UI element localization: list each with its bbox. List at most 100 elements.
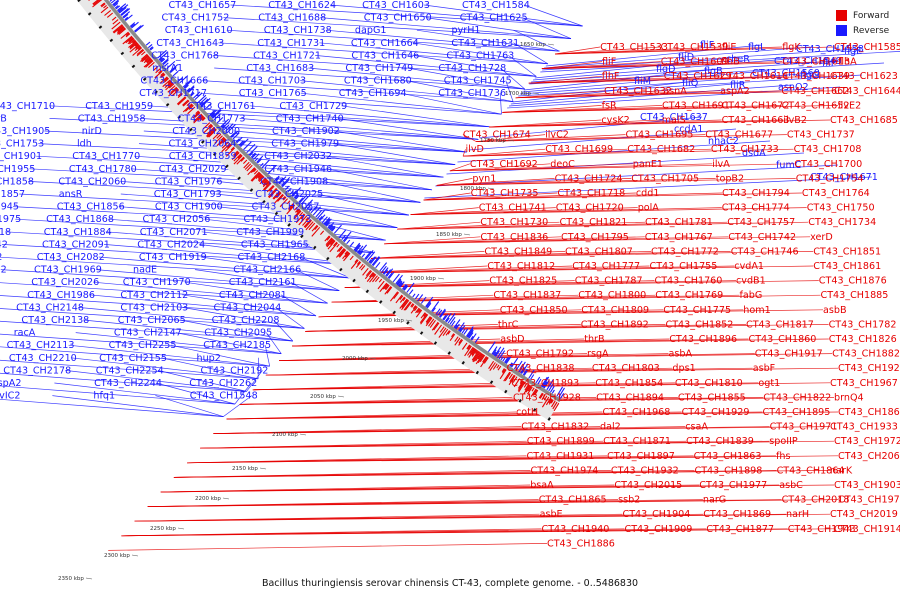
forward-gene-label: ilvE2 <box>838 100 861 111</box>
forward-gene-label: CT43_CH1864 <box>777 465 845 476</box>
reverse-leader-line <box>295 269 340 291</box>
forward-gene-label: CT43_CH1772 <box>651 246 719 257</box>
reverse-gene-label: CT43_CH1549 <box>774 56 842 67</box>
reverse-swatch <box>836 25 847 36</box>
reverse-leader-line <box>213 55 537 77</box>
forward-gene-label: CT43_CH1755 <box>650 261 718 272</box>
forward-gene-label: CT43_CH1927 <box>838 363 900 374</box>
reverse-leader-line <box>157 370 247 392</box>
reverse-leader-line <box>83 319 293 342</box>
forward-leader-line <box>410 207 807 215</box>
reverse-gene-label: hfq1 <box>93 391 115 402</box>
reverse-gene-label: CT43_CH1902 <box>272 126 340 137</box>
reverse-leader-line <box>513 42 549 65</box>
forward-gene-label: dps1 <box>672 363 695 374</box>
forward-leader-line <box>108 543 548 551</box>
forward-leader-line <box>462 148 546 157</box>
forward-gene-label: CT43_CH1865 <box>539 495 607 506</box>
reverse-gene-label: CT43_CH1901 <box>0 151 42 162</box>
forward-gene-label: CT43_CH1977 <box>699 480 767 491</box>
reverse-gene-label: CT43_CH1680 <box>344 76 412 87</box>
reverse-leader-line <box>179 319 293 342</box>
reverse-gene-label: flgD <box>656 64 676 75</box>
forward-gene-label: CT43_CH1817 <box>746 319 814 330</box>
forward-gene-label: CT43_CH1682 <box>627 144 695 155</box>
forward-gene-label: CT43_CH1892 <box>581 319 649 330</box>
reverse-leader-line <box>499 93 502 115</box>
reverse-gene-label: CT43_CH1773 <box>178 113 246 124</box>
forward-gene-label: cysK2 <box>601 115 629 126</box>
forward-gene-label: CT43_CH1863 <box>694 451 762 462</box>
forward-leader-line <box>370 251 566 259</box>
reverse-gene-label: CT43_CH1768 <box>151 50 219 61</box>
reverse-gene-label: fliP <box>822 58 837 69</box>
reverse-gene-label: CT43_CH1976 <box>155 176 223 187</box>
reverse-gene-label: CT43_CH1958 <box>78 113 146 124</box>
reverse-gene-label: CT43_CH1664 <box>351 38 419 49</box>
reverse-leader-line <box>13 206 398 228</box>
reverse-gene-label: CT43_CH2022 <box>0 265 7 276</box>
reverse-gene-label: CT43_CH2208 <box>212 315 280 326</box>
forward-gene-label: CT43_CH1733 <box>711 144 779 155</box>
reverse-leader-line <box>457 140 771 163</box>
forward-gene-label: CT43_CH1914 <box>834 524 900 535</box>
kbp-tick-label: 1750 kbp <box>480 138 506 144</box>
forward-gene-label: asbB <box>823 305 847 316</box>
forward-leader-line <box>462 148 628 157</box>
reverse-leader-line <box>200 256 351 279</box>
reverse-leader-line <box>0 308 305 329</box>
reverse-leader-line <box>1 244 363 266</box>
forward-gene-label: CT43_CH1609 <box>661 57 729 68</box>
forward-leader-line <box>476 134 546 142</box>
forward-leader-line <box>476 134 787 142</box>
forward-gene-label: CT43_CH1897 <box>607 451 675 462</box>
reverse-gene-label: CT43_CH1703 <box>238 76 306 87</box>
reverse-leader-line <box>322 181 421 203</box>
reverse-leader-line <box>523 4 583 27</box>
forward-gene-label: CT43_CH1837 <box>493 290 561 301</box>
legend-reverse: Reverse <box>836 23 889 38</box>
reverse-gene-label: CT43_CH1671 <box>810 172 878 183</box>
forward-gene-label: flhA <box>838 57 857 68</box>
forward-gene-label: CT43_CH1644 <box>834 86 900 97</box>
map-caption: Bacillus thuringiensis serovar chinensis… <box>261 578 639 589</box>
reverse-leader-line <box>234 382 252 405</box>
reverse-leader-line <box>266 332 282 354</box>
reverse-gene-labels: CT43_CH1657 CT43_CH1624 CT43_CH1603 CT43_CH… <box>0 0 878 402</box>
reverse-leader-line <box>184 281 328 304</box>
reverse-gene-label: cheR <box>726 54 750 65</box>
reverse-leader-line <box>333 130 467 153</box>
reverse-leader-line <box>0 346 270 367</box>
forward-gene-label: CT43_CH1943 <box>788 524 856 535</box>
forward-gene-label: CT43_CH1781 <box>645 217 713 228</box>
reverse-gene-label: CT43_CH1858 <box>0 176 34 187</box>
reverse-leader-line <box>249 105 490 128</box>
forward-gene-label: asbD <box>500 334 524 345</box>
forward-gene-label: polA <box>638 203 660 214</box>
kbp-tick-mark <box>222 497 230 500</box>
forward-gene-label: CT43_CH1663 <box>722 115 790 126</box>
kbp-tick-label: 1950 kbp <box>378 318 404 324</box>
kbp-ticks: 1650 kbp 1700 kbp 1750 kbp 1800 kbp 1850 kbp… <box>58 42 555 582</box>
reverse-gene-label: CT43_CH2032 <box>264 151 332 162</box>
forward-swatch <box>836 10 847 21</box>
forward-gene-label: CT43_CH1782 <box>829 319 897 330</box>
reverse-leader-line <box>315 55 537 77</box>
forward-gene-label: CT43_CH1767 <box>645 232 713 243</box>
kbp-tick-label: 2200 kbp <box>195 496 221 502</box>
reverse-leader-line <box>68 344 270 367</box>
reverse-leader-line <box>280 294 317 317</box>
forward-gene-label: CT43_CH1903 <box>834 480 900 491</box>
reverse-gene-label: CT43_CH2147 <box>114 328 182 339</box>
forward-leader-line <box>436 178 632 186</box>
reverse-leader-line <box>290 281 328 304</box>
reverse-gene-label: fliF <box>700 40 714 51</box>
forward-gene-label: cvdB1 <box>736 276 766 287</box>
reverse-gene-label: CT43_CH2185 <box>203 340 271 351</box>
reverse-gene-label: pyrH1 <box>452 25 481 36</box>
reverse-leader-line <box>317 193 409 216</box>
reverse-gene-label: CT43_CH1631 <box>451 38 519 49</box>
reverse-leader-line <box>54 382 235 405</box>
kbp-tick-label: 2000 kbp <box>342 356 368 362</box>
reverse-gene-label: CT43_CH1683 <box>246 63 314 74</box>
